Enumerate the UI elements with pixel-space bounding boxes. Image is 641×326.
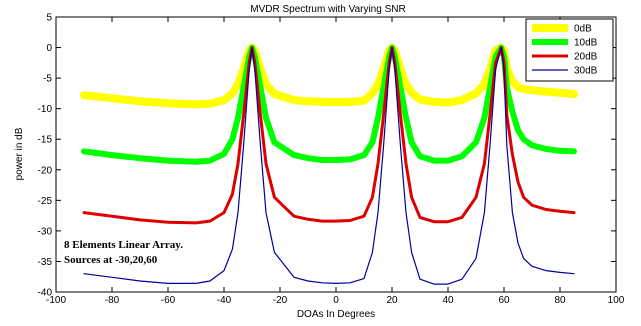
annotation-line-2: Sources at -30,20,60	[64, 254, 158, 266]
x-axis-ticks: -100 -80 -60 -40 -20 0 20 40 60 80 100	[46, 17, 625, 306]
y-tick-label: -40	[38, 288, 53, 299]
y-axis-label: power in dB	[14, 127, 25, 180]
x-tick-label: 80	[554, 295, 566, 306]
y-tick-label: -15	[38, 135, 53, 146]
x-tick-label: 0	[333, 295, 339, 306]
series-line-30db	[83, 46, 575, 285]
y-tick-label: 0	[46, 43, 52, 54]
x-tick-label: 40	[442, 295, 454, 306]
x-tick-label: -60	[161, 295, 176, 306]
x-axis-label: DOAs In Degrees	[297, 309, 375, 320]
plot-area	[55, 16, 617, 293]
array-annotation: 8 Elements Linear Array. Sources at -30,…	[64, 239, 183, 266]
x-tick-label: 20	[386, 295, 398, 306]
x-tick-label: -40	[217, 295, 232, 306]
legend-label-0db: 0dB	[574, 24, 592, 35]
legend-label-10db: 10dB	[574, 38, 598, 49]
y-tick-label: -20	[38, 165, 53, 176]
legend-label-30db: 30dB	[574, 66, 598, 77]
y-tick-label: -25	[38, 196, 53, 207]
chart-title: MVDR Spectrum with Varying SNR	[250, 4, 405, 15]
y-tick-label: -5	[43, 74, 52, 85]
y-tick-label: 5	[46, 13, 52, 24]
y-tick-label: -10	[38, 104, 53, 115]
legend-label-20db: 20dB	[574, 52, 598, 63]
x-tick-label: -80	[105, 295, 120, 306]
x-tick-label: 100	[608, 295, 625, 306]
y-tick-label: -35	[38, 257, 53, 268]
x-tick-label: -100	[46, 295, 66, 306]
x-tick-label: -20	[273, 295, 288, 306]
series-lines	[80, 43, 578, 285]
legend: 0dB 10dB 20dB 30dB	[525, 18, 614, 82]
y-tick-label: -30	[38, 226, 53, 237]
annotation-line-1: 8 Elements Linear Array.	[64, 239, 183, 251]
x-tick-label: 60	[498, 295, 510, 306]
series-line-20db	[82, 46, 576, 225]
